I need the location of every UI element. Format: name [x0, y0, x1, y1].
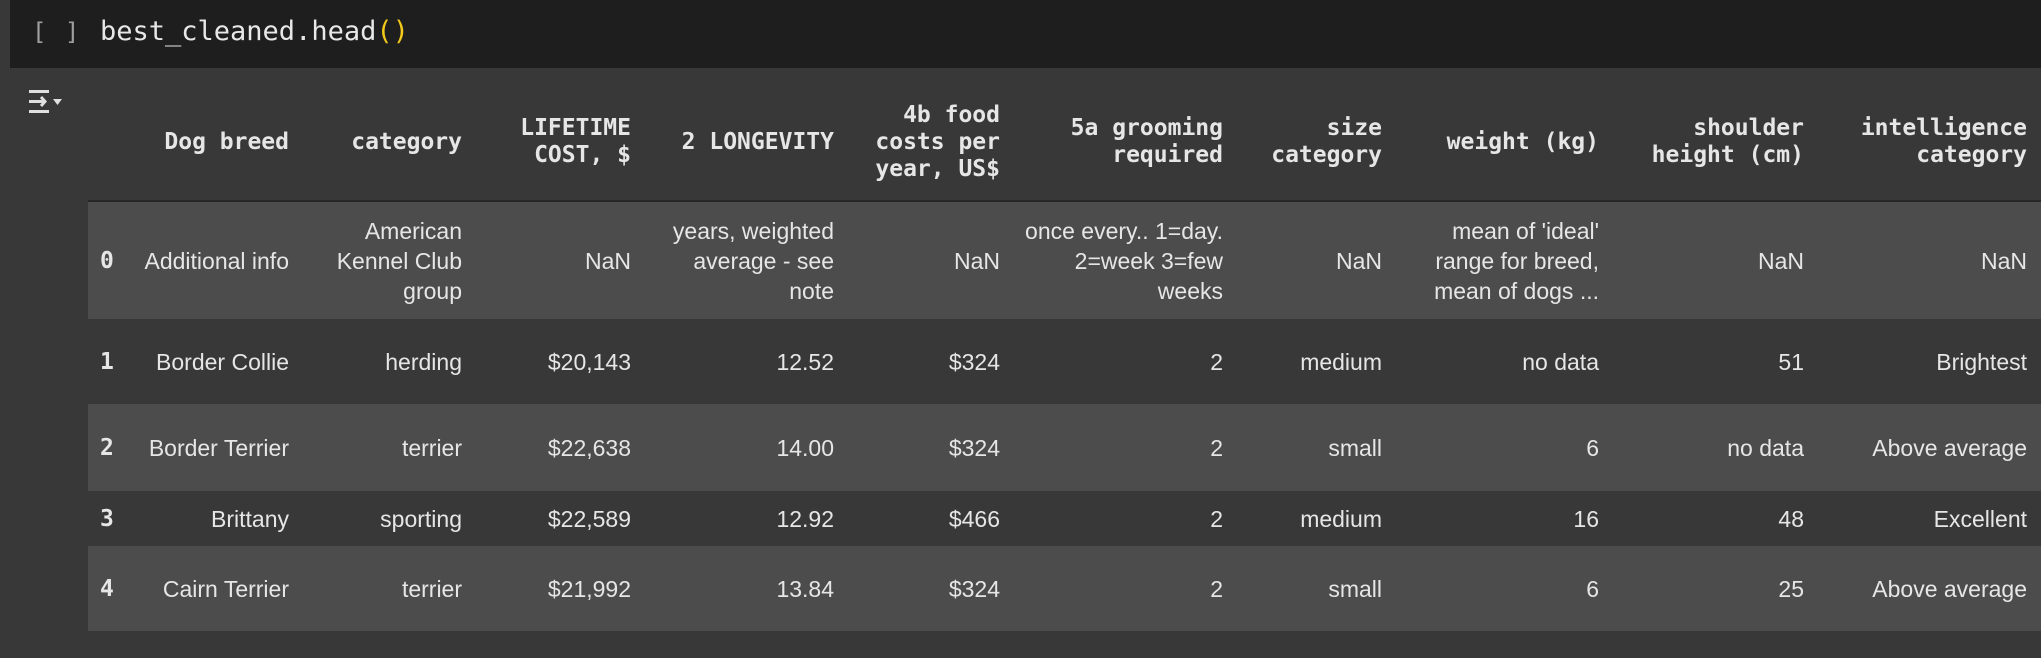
column-header: 5a grooming required: [1014, 84, 1237, 202]
column-header: size category: [1237, 84, 1396, 202]
output-options-icon[interactable]: [27, 86, 63, 118]
table-cell: NaN: [953, 247, 1000, 274]
row-index: 0: [100, 247, 114, 274]
table-cell: 2: [1210, 575, 1223, 602]
table-cell: 14.00: [776, 434, 834, 461]
row-index: 2: [100, 434, 114, 461]
table-cell: terrier: [401, 434, 462, 461]
column-header: LIFETIME COST, $: [476, 84, 645, 202]
index-header: [88, 84, 128, 202]
table-cell: no data: [1727, 434, 1804, 461]
table-row: 1 Border Collie herding $20,143 12.52 $3…: [88, 319, 2041, 404]
table-cell: 6: [1586, 575, 1599, 602]
table-cell: medium: [1300, 505, 1382, 532]
table-cell: small: [1328, 575, 1382, 602]
dataframe-table: Dog breed category LIFETIME COST, $ 2 LO…: [88, 84, 2041, 631]
table-cell: NaN: [1980, 247, 2027, 274]
code-text[interactable]: best_cleaned.head(): [100, 16, 409, 47]
table-cell: herding: [385, 348, 462, 375]
run-cell-button[interactable]: [ ]: [32, 18, 82, 46]
column-header: category: [303, 84, 476, 202]
table-cell: Excellent: [1933, 505, 2027, 532]
column-header: 4b food costs per year, US$: [848, 84, 1014, 202]
table-cell: 2: [1210, 434, 1223, 461]
dataframe-output: Dog breed category LIFETIME COST, $ 2 LO…: [88, 84, 2041, 631]
table-cell: Brightest: [1936, 348, 2027, 375]
table-cell: 2: [1210, 348, 1223, 375]
table-cell: 2: [1210, 505, 1223, 532]
table-cell: $324: [948, 575, 1000, 602]
table-cell: American Kennel Club group: [336, 217, 462, 304]
table-cell: years, weighted average - see note: [672, 217, 834, 304]
table-cell: Border Collie: [156, 348, 289, 375]
table-cell: 51: [1778, 348, 1804, 375]
column-header: intelligence category: [1818, 84, 2041, 202]
table-cell: Additional info: [144, 247, 290, 274]
table-cell: NaN: [584, 247, 631, 274]
table-cell: 48: [1778, 505, 1804, 532]
table-header-row: Dog breed category LIFETIME COST, $ 2 LO…: [88, 84, 2041, 202]
code-cell-input[interactable]: [ ] best_cleaned.head(): [10, 0, 2041, 68]
table-cell: $20,143: [547, 348, 631, 375]
table-row: 0 Additional info American Kennel Club g…: [88, 201, 2041, 319]
table-row: 4 Cairn Terrier terrier $21,992 13.84 $3…: [88, 546, 2041, 631]
table-cell: sporting: [380, 505, 462, 532]
table-cell: medium: [1300, 348, 1382, 375]
table-cell: 12.92: [776, 505, 834, 532]
table-cell: $466: [948, 505, 1000, 532]
code-parens: (): [376, 16, 409, 47]
column-header: Dog breed: [128, 84, 303, 202]
code-prefix: best_cleaned.head: [100, 16, 377, 47]
table-cell: 25: [1778, 575, 1804, 602]
table-cell: 13.84: [776, 575, 834, 602]
table-cell: $324: [948, 348, 1000, 375]
table-cell: no data: [1522, 348, 1599, 375]
row-index: 1: [100, 348, 114, 375]
table-cell: $324: [948, 434, 1000, 461]
table-cell: NaN: [1757, 247, 1804, 274]
table-cell: $22,589: [547, 505, 631, 532]
column-header: shoulder height (cm): [1613, 84, 1818, 202]
column-header: weight (kg): [1396, 84, 1613, 202]
table-cell: mean of 'ideal' range for breed, mean of…: [1434, 217, 1599, 304]
table-cell: Above average: [1872, 434, 2027, 461]
table-cell: once every.. 1=day. 2=week 3=few weeks: [1025, 217, 1223, 304]
table-cell: terrier: [401, 575, 462, 602]
table-cell: 12.52: [776, 348, 834, 375]
table-cell: 16: [1573, 505, 1599, 532]
table-row: 3 Brittany sporting $22,589 12.92 $466 2…: [88, 491, 2041, 546]
table-cell: Cairn Terrier: [162, 575, 289, 602]
row-index: 3: [100, 505, 114, 532]
table-cell: Above average: [1872, 575, 2027, 602]
table-cell: small: [1328, 434, 1382, 461]
column-header: 2 LONGEVITY: [645, 84, 848, 202]
table-row: 2 Border Terrier terrier $22,638 14.00 $…: [88, 404, 2041, 491]
table-cell: 6: [1586, 434, 1599, 461]
table-cell: Border Terrier: [148, 434, 289, 461]
table-cell: $21,992: [547, 575, 631, 602]
table-cell: NaN: [1335, 247, 1382, 274]
row-index: 4: [100, 575, 114, 602]
table-cell: Brittany: [211, 505, 289, 532]
table-cell: $22,638: [547, 434, 631, 461]
